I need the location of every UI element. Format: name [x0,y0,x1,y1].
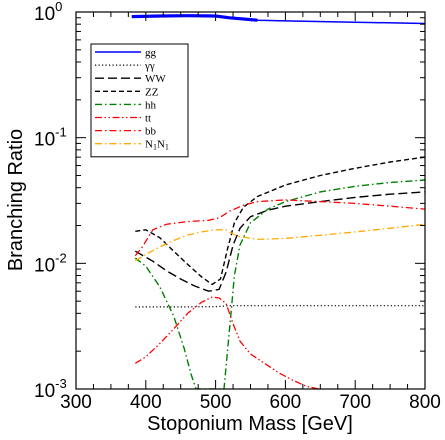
x-tick-label: 400 [130,392,162,413]
series-line-ww [134,191,425,292]
y-tick-label: 10-3 [34,376,67,402]
series-line-n1n1 [134,223,425,262]
series-line-hh [134,179,425,389]
x-tick-label: 800 [409,392,441,413]
y-tick-label: 100 [34,0,62,25]
plot-frame [75,11,426,390]
x-tick-label: 300 [60,392,92,413]
series-line- [135,305,425,308]
series-line-zz [135,156,425,286]
legend-label: γγ [144,60,155,72]
legend-label: bb [145,126,157,138]
series-layer [131,14,425,389]
x-tick-label: 500 [200,392,232,413]
legend-label: ZZ [145,86,159,98]
legend-label: N1N1 [145,139,169,152]
legend-label: hh [145,99,157,111]
legend-label: WW [145,73,166,85]
y-tick-label: 10-2 [34,250,67,276]
x-axis-title: Stoponium Mass [GeV] [147,413,353,435]
legend-label: gg [145,47,157,59]
legend-box [90,43,189,158]
ticks-layer: 300 400 500 600 700 800 10-3 10-2 10-1 100 [34,0,441,413]
series-line-gg-thick [131,14,258,22]
y-tick-label: 10-1 [34,125,67,151]
series-line-tt [134,296,320,389]
legend-label: tt [145,113,151,125]
x-tick-label: 600 [270,392,302,413]
series-line-bb [134,199,425,257]
y-axis-title: Branching Ratio [5,129,27,271]
x-tick-label: 700 [339,392,371,413]
